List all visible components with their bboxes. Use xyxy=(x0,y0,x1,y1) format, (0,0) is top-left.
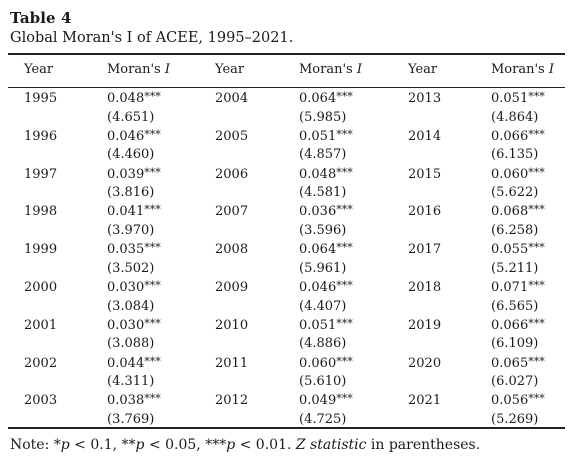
year-cell: 2008 xyxy=(215,242,249,258)
year-cell: 1996 xyxy=(24,128,58,144)
year-cell: 2001 xyxy=(24,317,58,333)
z-statistic-cell: (4.407) xyxy=(299,298,347,314)
z-statistic-cell: (4.857) xyxy=(299,147,347,163)
moran-value-cell: 0.066*** xyxy=(491,127,545,144)
year-cell: 2007 xyxy=(215,204,249,220)
table-caption: Global Moran's I of ACEE, 1995–2021. xyxy=(10,30,294,46)
z-statistic-cell: (6.565) xyxy=(491,298,539,314)
z-statistic-cell: (5.211) xyxy=(491,260,539,276)
year-cell: 2006 xyxy=(215,166,249,182)
header-rule xyxy=(8,87,565,88)
header-year: Year xyxy=(24,62,54,77)
z-statistic-cell: (3.816) xyxy=(107,185,155,201)
year-cell: 2019 xyxy=(408,317,442,333)
z-statistic-cell: (5.985) xyxy=(299,109,347,125)
top-rule xyxy=(8,53,565,55)
year-cell: 2009 xyxy=(215,280,249,295)
moran-value-cell: 0.060*** xyxy=(491,165,545,182)
z-statistic-cell: (4.460) xyxy=(107,147,155,163)
bottom-rule xyxy=(8,427,565,429)
z-statistic-cell: (4.886) xyxy=(299,336,347,352)
z-statistic-cell: (6.109) xyxy=(491,336,539,352)
moran-value-cell: 0.036*** xyxy=(299,203,353,220)
table-label: Table 4 xyxy=(10,9,72,27)
z-statistic-cell: (3.084) xyxy=(107,298,155,314)
z-statistic-cell: (5.622) xyxy=(491,185,539,201)
z-statistic-cell: (4.651) xyxy=(107,109,155,125)
year-cell: 2021 xyxy=(408,393,442,409)
moran-value-cell: 0.048*** xyxy=(299,165,353,182)
z-statistic-cell: (6.135) xyxy=(491,147,539,163)
z-statistic-cell: (4.725) xyxy=(299,411,347,427)
moran-value-cell: 0.048*** xyxy=(107,90,161,106)
z-statistic-cell: (5.610) xyxy=(299,374,347,390)
year-cell: 2015 xyxy=(408,166,442,182)
year-cell: 2004 xyxy=(215,91,249,106)
moran-value-cell: 0.056*** xyxy=(491,392,545,409)
moran-value-cell: 0.049*** xyxy=(299,392,353,409)
moran-value-cell: 0.065*** xyxy=(491,354,545,371)
moran-value-cell: 0.030*** xyxy=(107,279,161,295)
moran-value-cell: 0.051*** xyxy=(491,90,545,106)
moran-value-cell: 0.035*** xyxy=(107,241,161,258)
year-cell: 2020 xyxy=(408,355,442,371)
moran-value-cell: 0.064*** xyxy=(299,241,353,258)
moran-value-cell: 0.038*** xyxy=(107,392,161,409)
moran-value-cell: 0.055*** xyxy=(491,241,545,258)
year-cell: 2014 xyxy=(408,128,442,144)
year-cell: 2012 xyxy=(215,393,249,409)
z-statistic-cell: (6.258) xyxy=(491,222,539,238)
year-cell: 2002 xyxy=(24,355,58,371)
header-year: Year xyxy=(215,62,245,77)
year-cell: 2010 xyxy=(215,317,249,333)
z-statistic-cell: (5.269) xyxy=(491,411,539,427)
year-cell: 2017 xyxy=(408,242,442,258)
year-cell: 1998 xyxy=(24,204,58,220)
moran-value-cell: 0.030*** xyxy=(107,316,161,333)
z-statistic-cell: (3.596) xyxy=(299,222,347,238)
year-cell: 1997 xyxy=(24,166,58,182)
moran-value-cell: 0.060*** xyxy=(299,354,353,371)
year-cell: 2000 xyxy=(24,280,58,295)
year-cell: 2016 xyxy=(408,204,442,220)
year-cell: 2011 xyxy=(215,355,249,371)
moran-value-cell: 0.039*** xyxy=(107,165,161,182)
z-statistic-cell: (4.311) xyxy=(107,374,155,390)
header-year: Year xyxy=(408,62,438,77)
moran-value-cell: 0.051*** xyxy=(299,127,353,144)
moran-value-cell: 0.046*** xyxy=(299,279,353,295)
moran-value-cell: 0.041*** xyxy=(107,203,161,220)
z-statistic-cell: (3.769) xyxy=(107,411,155,427)
header-morans-i: Moran's I xyxy=(491,62,554,77)
moran-value-cell: 0.068*** xyxy=(491,203,545,220)
moran-value-cell: 0.044*** xyxy=(107,354,161,371)
header-morans-i: Moran's I xyxy=(299,62,362,77)
year-cell: 1995 xyxy=(24,91,58,106)
moran-value-cell: 0.051*** xyxy=(299,316,353,333)
header-morans-i: Moran's I xyxy=(107,62,170,77)
year-cell: 2018 xyxy=(408,280,442,295)
year-cell: 2005 xyxy=(215,128,249,144)
z-statistic-cell: (6.027) xyxy=(491,374,539,390)
z-statistic-cell: (5.961) xyxy=(299,260,347,276)
year-cell: 1999 xyxy=(24,242,58,258)
z-statistic-cell: (4.581) xyxy=(299,185,347,201)
moran-value-cell: 0.066*** xyxy=(491,316,545,333)
table-note: Note: *p < 0.1, **p < 0.05, ***p < 0.01.… xyxy=(10,437,481,453)
moran-value-cell: 0.071*** xyxy=(491,279,545,295)
year-cell: 2003 xyxy=(24,393,58,409)
moran-value-cell: 0.046*** xyxy=(107,127,161,144)
z-statistic-cell: (3.502) xyxy=(107,260,155,276)
z-statistic-cell: (4.864) xyxy=(491,109,539,125)
moran-value-cell: 0.064*** xyxy=(299,90,353,106)
year-cell: 2013 xyxy=(408,91,442,106)
z-statistic-cell: (3.970) xyxy=(107,222,155,238)
z-statistic-cell: (3.088) xyxy=(107,336,155,352)
